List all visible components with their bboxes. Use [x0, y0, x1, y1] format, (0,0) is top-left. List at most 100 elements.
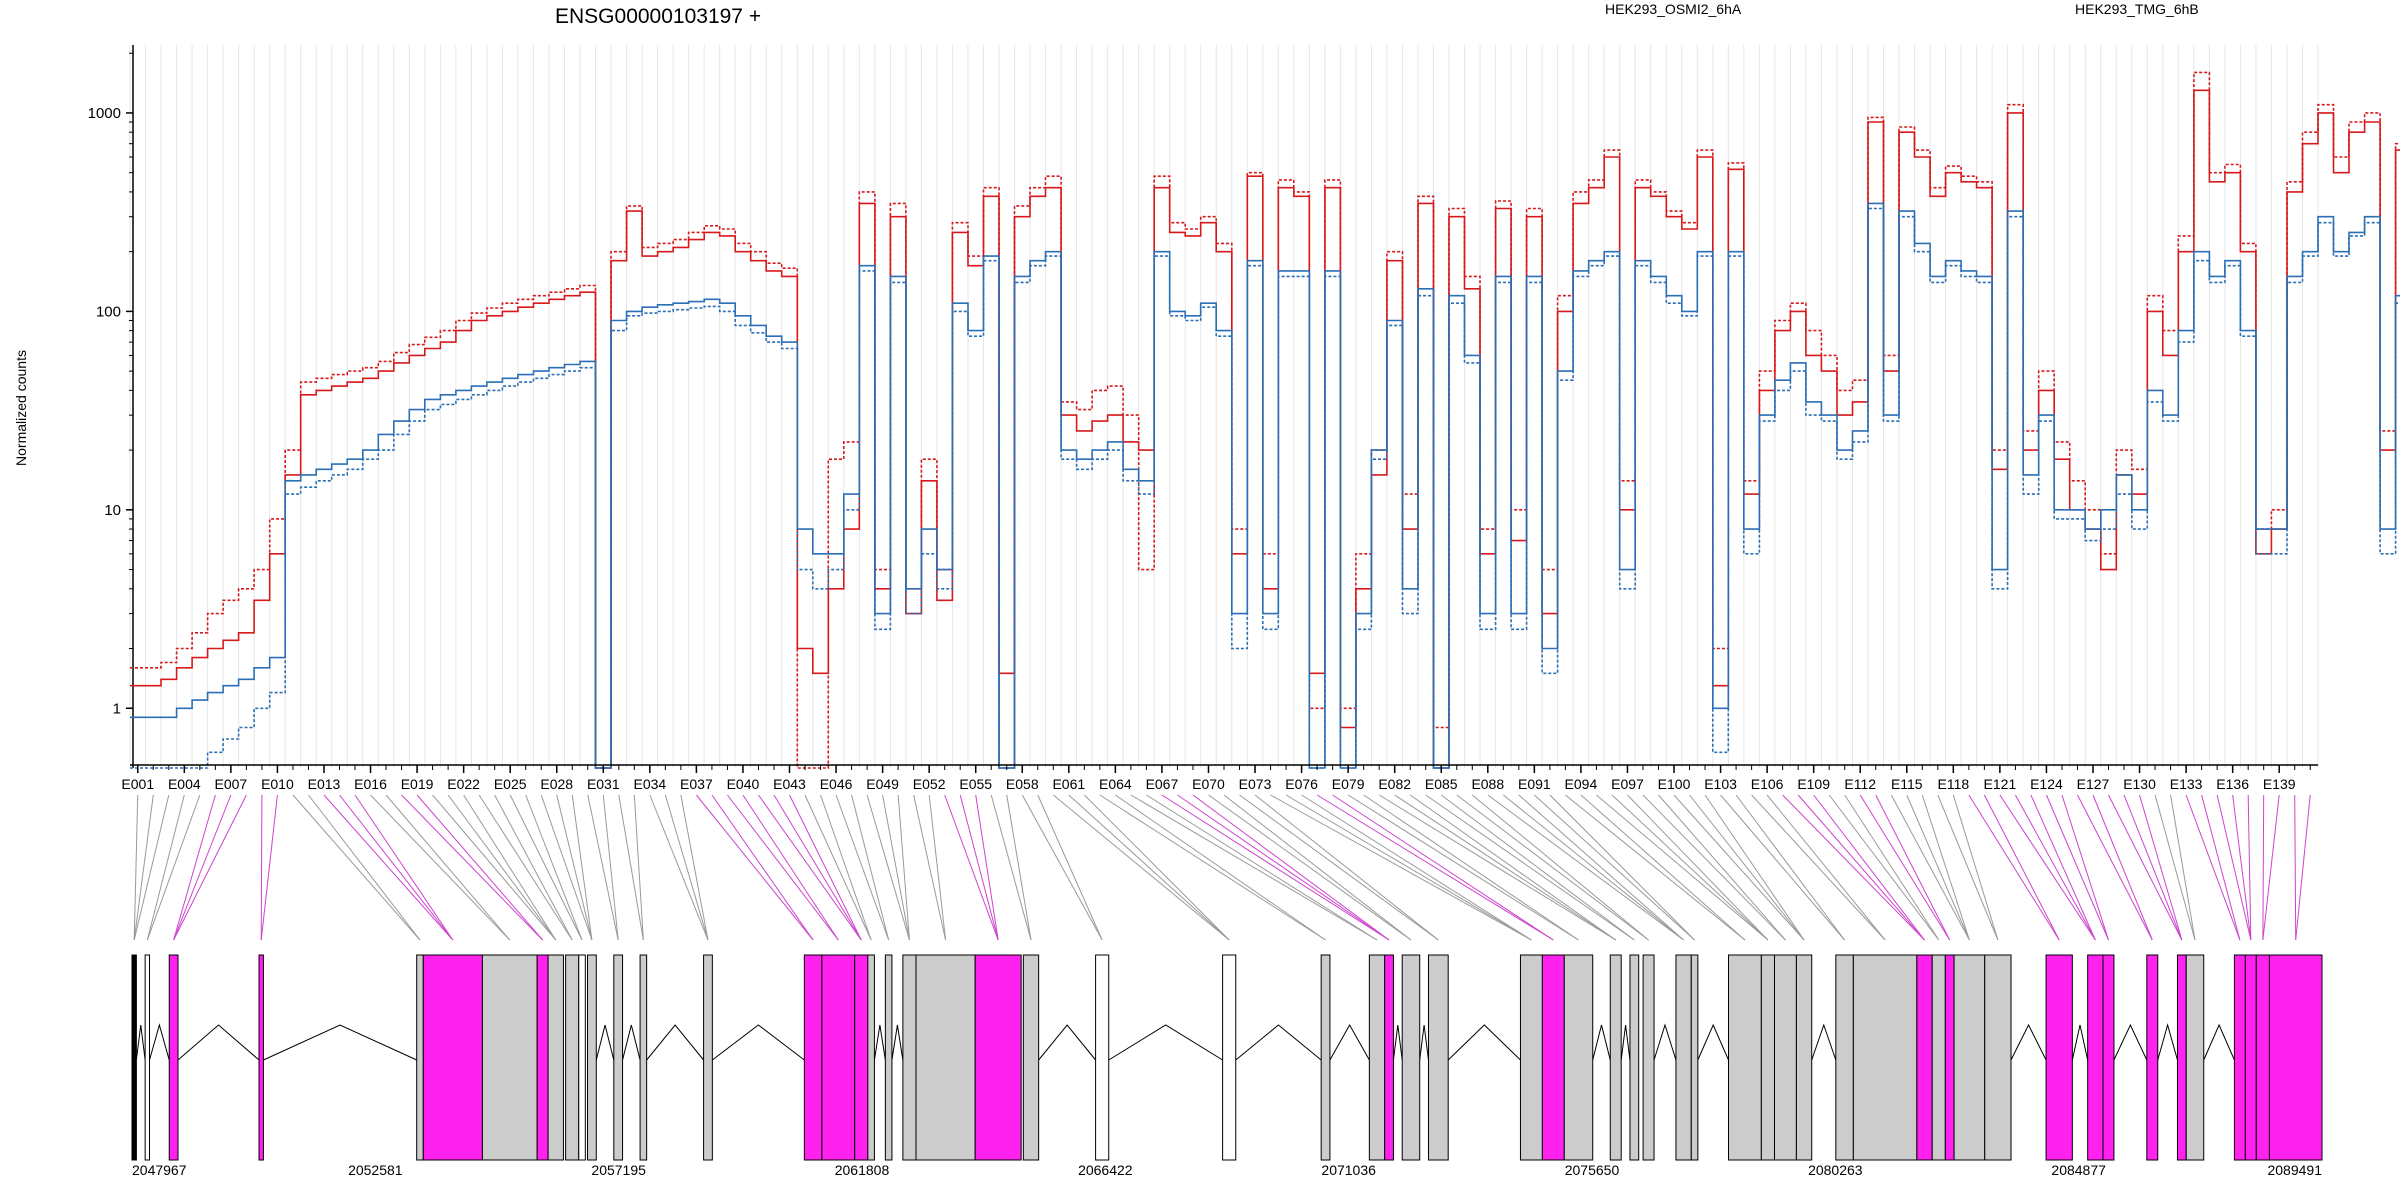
exon-tick-label: E088	[1471, 776, 1504, 792]
exon-connector	[133, 794, 154, 941]
exon-connector	[173, 794, 232, 941]
intron-line	[891, 1024, 904, 1061]
exon-tick-label: E043	[773, 776, 806, 792]
exon-tick-label: E118	[1937, 776, 1969, 792]
exon-tick-label: E103	[1704, 776, 1737, 792]
y-tick-label: 1000	[88, 105, 121, 122]
exon-block	[565, 954, 580, 1161]
genomic-tick-label: 2075650	[1565, 1162, 1620, 1178]
intron-line	[646, 1024, 704, 1061]
exon-block	[1774, 954, 1797, 1161]
exon-connector	[789, 794, 862, 941]
exon-tick-label: E127	[2077, 776, 2110, 792]
intron-line	[595, 1024, 615, 1061]
exon-block	[974, 954, 1022, 1161]
exon-connector	[447, 794, 557, 941]
genomic-tick-label: 2084877	[2051, 1162, 2106, 1178]
exon-block	[1835, 954, 1854, 1161]
chart-title: ENSG00000103197 +	[555, 5, 761, 28]
exon-tick-label: E082	[1378, 776, 1411, 792]
exon-connector	[1425, 794, 1635, 941]
exon-connector	[571, 794, 593, 941]
exon-tick-label: E046	[820, 776, 853, 792]
intron-line	[2071, 1024, 2089, 1061]
exon-connector	[1394, 794, 1616, 941]
exon-connector	[463, 794, 557, 941]
genomic-tick-label: 2057195	[591, 1162, 646, 1178]
exon-tick-label: E073	[1239, 776, 1272, 792]
exon-connector	[1037, 794, 1103, 941]
exon-connector	[2262, 794, 2265, 941]
exon-connector	[618, 794, 644, 941]
intron-line	[2157, 1023, 2178, 1061]
exon-connector	[2295, 794, 2311, 941]
exon-connector	[1456, 794, 1649, 941]
legend-entry-osmi2: HEK293_OSMI2_6hA	[1605, 1, 1742, 17]
exon-connector	[1580, 794, 1746, 941]
exon-block	[854, 954, 869, 1161]
exon-connector	[1503, 794, 1684, 941]
exon-block	[131, 954, 137, 1161]
exon-connectors	[133, 794, 2311, 941]
exon-block	[821, 954, 856, 1161]
exon-connector	[354, 794, 454, 941]
exon-connector	[1177, 794, 1390, 941]
exon-connector	[133, 794, 170, 941]
exon-block	[416, 954, 424, 1161]
exon-connector	[1208, 794, 1412, 941]
exon-connector	[897, 794, 910, 941]
exon-block	[1642, 954, 1655, 1161]
exon-connector	[1534, 794, 1695, 941]
exon-block	[587, 954, 597, 1161]
exon-block	[1320, 954, 1331, 1161]
exon-connector	[1270, 794, 1532, 941]
exon-tick-label: E037	[680, 776, 713, 792]
exon-connector	[711, 794, 814, 941]
genomic-tick-label: 2061808	[835, 1162, 890, 1178]
exon-connector	[370, 794, 511, 941]
exon-connector	[1828, 794, 1940, 941]
exon-connector	[1146, 794, 1378, 941]
exon-tick-label: E055	[959, 776, 992, 792]
exon-tick-label: E091	[1518, 776, 1551, 792]
exon-connector	[2185, 794, 2241, 941]
exon-block	[915, 954, 976, 1161]
exon-connector	[804, 794, 872, 941]
exon-connector	[1487, 794, 1684, 941]
exon-connector	[1068, 794, 1230, 941]
y-tick-label: 1	[113, 700, 121, 717]
exon-tick-label: E139	[2263, 776, 2296, 792]
exon-block	[1852, 954, 1918, 1161]
exon-connector	[2262, 794, 2280, 941]
exon-connector	[308, 794, 421, 941]
exon-tick-label: E013	[308, 776, 341, 792]
exon-tick-label: E016	[354, 776, 387, 792]
exon-connector	[1440, 794, 1635, 941]
exon-connector	[1006, 794, 1032, 941]
exon-block	[1368, 954, 1386, 1161]
exon-connector	[2216, 794, 2252, 941]
exon-tick-label: E040	[727, 776, 760, 792]
exon-connector	[1906, 794, 1970, 941]
series-line-osmi2	[130, 71, 2400, 769]
exon-connector	[260, 794, 263, 941]
exon-connector	[2108, 794, 2183, 941]
exon-connector	[1565, 794, 1746, 941]
exon-block	[481, 954, 538, 1161]
exon-connector	[1658, 794, 1786, 941]
exon-block	[2146, 954, 2159, 1161]
exon-tick-label: E031	[587, 776, 620, 792]
exon-connector	[1673, 794, 1805, 941]
exon-connector	[633, 794, 644, 941]
exon-block	[1760, 954, 1775, 1161]
intron-line	[1235, 1024, 1322, 1061]
exon-tick-label: E100	[1658, 776, 1691, 792]
exon-block	[2087, 954, 2104, 1161]
exon-tick-label: E121	[1984, 776, 2017, 792]
exon-block	[1427, 954, 1449, 1161]
exon-connector	[1161, 794, 1390, 941]
exon-connector	[1285, 794, 1532, 941]
grid-lines	[129, 45, 2319, 768]
intron-line	[1592, 1024, 1611, 1061]
